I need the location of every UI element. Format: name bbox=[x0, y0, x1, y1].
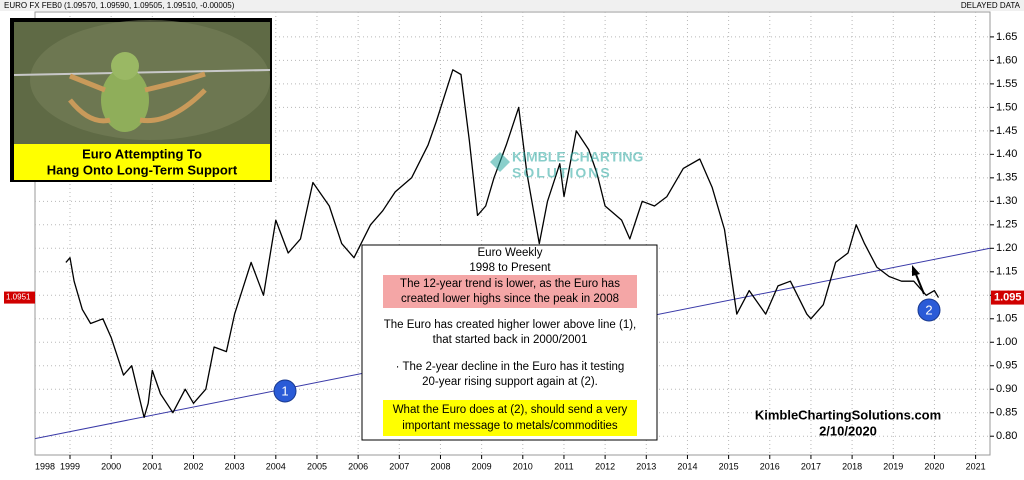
note-text: · The 2-year decline in the Euro has it … bbox=[396, 361, 625, 373]
marker-2: 2 bbox=[912, 265, 941, 322]
y-tick-label: 0.85 bbox=[996, 407, 1017, 419]
x-tick-label: 2014 bbox=[677, 461, 697, 471]
y-tick-label: 0.80 bbox=[996, 430, 1017, 442]
x-tick-label: 2013 bbox=[636, 461, 656, 471]
last-price-label: 1.095 bbox=[994, 291, 1022, 303]
marker-label: 1 bbox=[281, 383, 288, 398]
price-line bbox=[65, 69, 940, 419]
notes-title: Euro Weekly bbox=[478, 247, 543, 259]
notes-box: Euro Weekly 1998 to Present The 12-year … bbox=[361, 244, 658, 441]
x-tick-label: 2016 bbox=[760, 461, 780, 471]
watermark-logo bbox=[490, 152, 510, 172]
y-tick-label: 1.35 bbox=[996, 172, 1017, 184]
notes-subtitle: 1998 to Present bbox=[469, 262, 551, 274]
x-tick-label: 2001 bbox=[142, 461, 162, 471]
y-tick-label: 1.15 bbox=[996, 266, 1017, 278]
last-price-label: 1.0951 bbox=[6, 293, 31, 302]
x-tick-label: 2008 bbox=[430, 461, 450, 471]
marker-circle bbox=[273, 379, 297, 403]
plot-frame bbox=[34, 11, 991, 456]
photo-caption: Hang Onto Long-Term Support bbox=[47, 162, 238, 177]
x-tick-label: 2006 bbox=[348, 461, 368, 471]
note-text: that started back in 2000/2001 bbox=[433, 334, 588, 346]
x-tick-label: 2021 bbox=[966, 461, 986, 471]
photo-frog-head bbox=[111, 52, 139, 80]
x-tick-label: 1998 bbox=[35, 461, 55, 471]
note-text: What the Euro does at (2), should send a… bbox=[393, 404, 628, 416]
y-tick-label: 0.90 bbox=[996, 383, 1017, 395]
header-bar bbox=[0, 0, 1024, 11]
note-text: important message to metals/commodities bbox=[402, 420, 618, 432]
photo-frog bbox=[101, 68, 149, 132]
x-tick-label: 2005 bbox=[307, 461, 327, 471]
x-tick-label: 2002 bbox=[183, 461, 203, 471]
note-text: The 12-year trend is lower, as the Euro … bbox=[400, 278, 620, 290]
x-tick-label: 2018 bbox=[842, 461, 862, 471]
y-tick-label: 1.40 bbox=[996, 148, 1017, 160]
marker-1: 1 bbox=[273, 379, 297, 403]
y-tick-label: 1.55 bbox=[996, 78, 1017, 90]
y-tick-label: 1.00 bbox=[996, 336, 1017, 348]
y-tick-label: 0.95 bbox=[996, 360, 1017, 372]
y-tick-label: 1.30 bbox=[996, 195, 1017, 207]
note-text: created lower highs since the peak in 20… bbox=[401, 293, 619, 305]
x-tick-label: 2004 bbox=[266, 461, 286, 471]
x-tick-label: 2012 bbox=[595, 461, 615, 471]
x-tick-label: 2015 bbox=[719, 461, 739, 471]
y-tick-label: 1.20 bbox=[996, 242, 1017, 254]
photo-caption: Euro Attempting To bbox=[82, 146, 202, 161]
photo-caption-box bbox=[14, 144, 270, 180]
marker-circle bbox=[917, 298, 941, 322]
x-tick-label: 2017 bbox=[801, 461, 821, 471]
y-tick-label: 1.25 bbox=[996, 219, 1017, 231]
ticker-line: EURO FX FEB0 (1.09570, 1.09590, 1.09505,… bbox=[4, 1, 235, 10]
note-text: 20-year rising support again at (2). bbox=[422, 376, 598, 388]
x-tick-label: 2011 bbox=[554, 461, 573, 471]
message-highlight bbox=[383, 400, 637, 436]
photo-wire bbox=[13, 69, 271, 76]
trend-highlight bbox=[383, 275, 637, 308]
x-tick-label: 2009 bbox=[472, 461, 492, 471]
data-status: DELAYED DATA bbox=[961, 1, 1021, 10]
x-tick-label: 2020 bbox=[924, 461, 944, 471]
last-price-marker bbox=[991, 290, 1024, 305]
last-price-marker bbox=[4, 291, 35, 304]
photo-frog-legs bbox=[68, 71, 207, 124]
credit-date: 2/10/2020 bbox=[819, 423, 877, 438]
credit-site: KimbleChartingSolutions.com bbox=[755, 407, 941, 422]
x-tick-label: 2000 bbox=[101, 461, 121, 471]
y-tick-label: 1.60 bbox=[996, 54, 1017, 66]
photo: Euro Attempting To Hang Onto Long-Term S… bbox=[10, 18, 272, 182]
y-tick-label: 1.50 bbox=[996, 101, 1017, 113]
x-tick-label: 2010 bbox=[513, 461, 533, 471]
x-tick-label: 2019 bbox=[883, 461, 903, 471]
y-tick-label: 1.45 bbox=[996, 125, 1017, 137]
watermark-text: SOLUTIONS bbox=[512, 165, 612, 181]
arrow-shaft bbox=[914, 271, 925, 295]
photo-blur bbox=[30, 20, 270, 140]
arrow-head bbox=[912, 265, 920, 276]
y-tick-label: 1.05 bbox=[996, 313, 1017, 325]
x-tick-label: 2007 bbox=[389, 461, 409, 471]
y-tick-label: 1.65 bbox=[996, 31, 1017, 43]
x-tick-label: 2003 bbox=[225, 461, 245, 471]
x-tick-label: 1999 bbox=[60, 461, 80, 471]
watermark: KIMBLE CHARTING SOLUTIONS bbox=[490, 149, 644, 181]
watermark-text: KIMBLE CHARTING bbox=[512, 149, 644, 165]
note-text: The Euro has created higher lower above … bbox=[384, 319, 637, 331]
marker-label: 2 bbox=[925, 302, 932, 317]
